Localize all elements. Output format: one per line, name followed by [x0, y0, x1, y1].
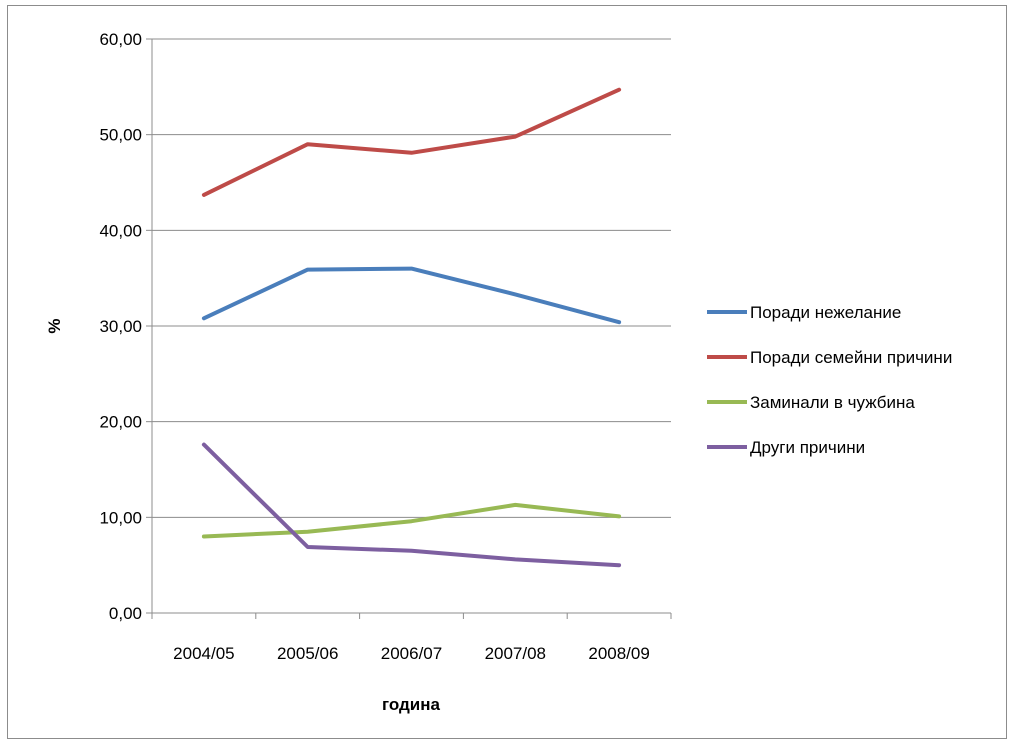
legend-label: Други причини: [750, 438, 865, 457]
y-tick-labels: 0,00 10,00 20,00 30,00 40,00 50,00 60,00: [99, 30, 142, 623]
legend-label: Поради семейни причини: [750, 348, 952, 367]
x-tick-labels: 2004/05 2005/06 2006/07 2007/08 2008/09: [173, 644, 650, 663]
axes: [151, 39, 671, 614]
legend-item: Поради нежелание: [707, 303, 901, 322]
legend-item: Поради семейни причини: [707, 348, 952, 367]
chart-frame: [7, 5, 1007, 739]
series-line-1: [201, 266, 622, 325]
legend-label: Заминали в чужбина: [750, 393, 915, 412]
gridlines: [146, 38, 672, 619]
legend-item: Други причини: [707, 438, 865, 457]
y-tick-label: 40,00: [99, 221, 142, 240]
series-line-2: [201, 87, 622, 197]
y-tick-label: 50,00: [99, 126, 142, 145]
y-tick-label: 10,00: [99, 508, 142, 527]
x-tick-label: 2007/08: [485, 644, 546, 663]
series-line-3: [201, 502, 622, 539]
x-tick-label: 2006/07: [381, 644, 442, 663]
legend: Поради нежелание Поради семейни причини За…: [707, 303, 952, 457]
x-tick-label: 2008/09: [588, 644, 649, 663]
x-tick-label: 2005/06: [277, 644, 338, 663]
x-tick-label: 2004/05: [173, 644, 234, 663]
series-lines: [201, 87, 622, 568]
x-axis-title: година: [382, 695, 441, 714]
y-tick-label: 30,00: [99, 317, 142, 336]
series-line-4: [201, 442, 622, 568]
y-tick-label: 0,00: [109, 604, 142, 623]
y-tick-label: 60,00: [99, 30, 142, 49]
y-axis-title: %: [45, 318, 64, 333]
y-tick-label: 20,00: [99, 413, 142, 432]
legend-label: Поради нежелание: [750, 303, 901, 322]
legend-item: Заминали в чужбина: [707, 393, 915, 412]
